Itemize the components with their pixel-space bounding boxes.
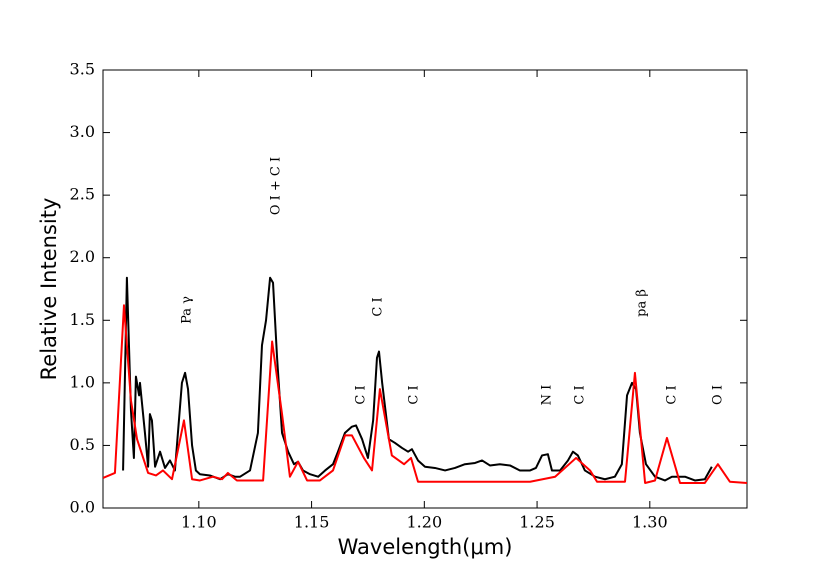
y-tick-label: 1.0 [70,372,95,391]
x-axis-label: Wavelength(μm) [338,535,513,559]
x-tick-label: 1.30 [632,513,668,532]
annotation: pa β [635,289,650,317]
x-tick-label: 1.15 [294,513,330,532]
y-tick-label: 0.0 [70,498,95,517]
x-tick-label: 1.10 [181,513,217,532]
plot-frame [102,69,748,509]
y-tick-label: 0.5 [70,435,95,454]
data-line [122,276,713,482]
annotation: C I [371,297,386,316]
y-axis-label: Relative Intensity [37,198,61,381]
annotation: Pa γ [180,296,195,324]
y-tick-label: 3.0 [70,122,95,141]
x-tick-label: 1.20 [407,513,443,532]
annotation: O I + C I [269,157,284,215]
annotation: C I [354,385,369,404]
annotation: C I [573,385,588,404]
y-tick-label: 3.5 [70,60,95,79]
y-tick-label: 1.5 [70,310,95,329]
data-line [103,304,747,484]
y-tick-label: 2.0 [70,247,95,266]
annotation: C I [665,385,680,404]
x-tick-label: 1.25 [519,513,555,532]
annotation: N I [540,385,555,406]
y-tick-label: 2.5 [70,185,95,204]
annotation: O I [711,385,726,405]
annotation: C I [407,385,422,404]
